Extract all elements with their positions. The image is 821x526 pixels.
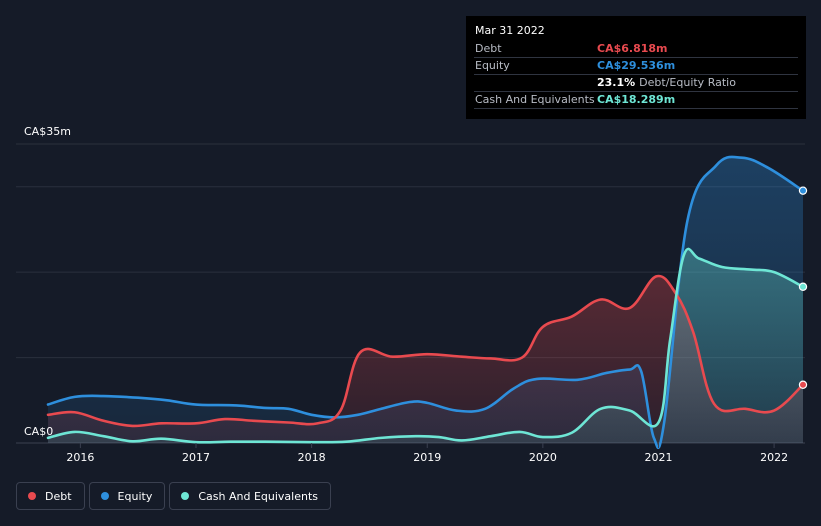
series-areas xyxy=(48,156,803,448)
y-tick-label: CA$0 xyxy=(24,425,53,438)
legend-label-equity: Equity xyxy=(117,489,153,503)
series-end-markers xyxy=(798,186,808,389)
tooltip-date: Mar 31 2022 xyxy=(475,24,545,37)
x-axis-ticks: 2016 2017 2018 2019 2020 2021 2022 xyxy=(66,443,788,464)
equity-line xyxy=(46,155,805,450)
tooltip-row-debt: Debt CA$6.818m xyxy=(474,41,798,58)
debt-area xyxy=(48,275,803,443)
x-tick-label: 2021 xyxy=(644,451,672,464)
y-axis-ticks: CA$35m CA$0 xyxy=(24,125,71,438)
debt-dot-icon xyxy=(28,492,36,500)
tooltip-cash-label: Cash And Equivalents xyxy=(475,93,595,106)
cash-and-equivalents-end-point xyxy=(798,282,808,291)
series-lines xyxy=(46,155,805,450)
cash-dot-icon xyxy=(181,492,190,500)
tooltip-cash-value: CA$18.289m xyxy=(597,93,676,106)
cash-and-equivalents-line xyxy=(46,247,805,444)
tooltip-row-cash: Cash And Equivalents CA$18.289m xyxy=(474,92,798,109)
debt-end-point xyxy=(798,380,808,389)
tooltip-ratio-value: 23.1% xyxy=(597,76,636,89)
tooltip-row-equity: Equity CA$29.536m xyxy=(474,58,798,75)
equity-end-point xyxy=(798,186,808,195)
data-tooltip: Mar 31 2022 Debt CA$6.818m Equity CA$29.… xyxy=(466,16,806,119)
legend-item-cash[interactable]: Cash And Equivalents xyxy=(169,482,331,510)
legend-label-cash: Cash And Equivalents xyxy=(198,489,318,503)
tooltip-ratio-label: Debt/Equity Ratio xyxy=(639,76,736,89)
tooltip-row-ratio: 23.1% Debt/Equity Ratio xyxy=(474,75,798,92)
tooltip-equity-label: Equity xyxy=(475,59,510,72)
tooltip-debt-value: CA$6.818m xyxy=(597,42,668,55)
x-tick-label: 2017 xyxy=(182,451,210,464)
chart-legend: Debt Equity Cash And Equivalents xyxy=(16,482,331,510)
legend-label-debt: Debt xyxy=(45,489,72,503)
legend-item-equity[interactable]: Equity xyxy=(88,482,166,510)
legend-item-debt[interactable]: Debt xyxy=(16,482,85,510)
tooltip-equity-value: CA$29.536m xyxy=(597,59,676,72)
y-tick-label: CA$35m xyxy=(24,125,71,138)
x-tick-label: 2019 xyxy=(413,451,441,464)
debt-line xyxy=(46,274,805,428)
x-tick-label: 2022 xyxy=(760,451,788,464)
x-tick-label: 2020 xyxy=(529,451,557,464)
equity-dot-icon xyxy=(100,492,109,500)
x-tick-label: 2016 xyxy=(66,451,94,464)
x-tick-label: 2018 xyxy=(298,451,326,464)
tooltip-ratio-spacer xyxy=(474,75,597,91)
tooltip-debt-label: Debt xyxy=(475,42,502,55)
